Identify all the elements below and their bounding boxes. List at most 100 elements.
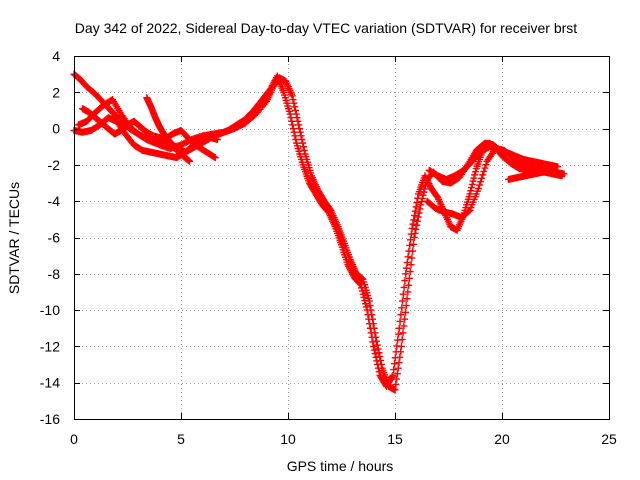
data-point — [360, 293, 368, 301]
data-point — [398, 297, 406, 305]
series-arc-main — [70, 70, 566, 394]
data-point — [291, 106, 299, 114]
x-tick-label: 5 — [177, 431, 185, 447]
data-point — [421, 172, 429, 180]
data-point — [375, 349, 383, 357]
data-point — [412, 225, 420, 233]
data-point — [404, 253, 412, 261]
data-point — [468, 180, 476, 188]
data-point — [478, 174, 486, 182]
data-point — [358, 287, 366, 295]
data-point — [400, 322, 408, 330]
data-point — [295, 121, 303, 129]
data-point — [409, 220, 417, 228]
data-point — [356, 280, 364, 288]
data-point — [186, 157, 194, 165]
data-point — [465, 207, 473, 215]
data-point — [348, 269, 356, 277]
data-point — [405, 247, 413, 255]
data-point — [401, 308, 409, 316]
data-point — [472, 168, 480, 176]
data-point — [365, 315, 373, 323]
data-point — [395, 359, 403, 367]
data-point — [556, 170, 564, 178]
data-point — [426, 181, 434, 189]
data-point — [403, 295, 411, 303]
grid — [74, 56, 609, 419]
data-point — [393, 370, 401, 378]
data-point — [397, 311, 405, 319]
data-point — [292, 135, 300, 143]
data-point — [294, 117, 302, 125]
data-point — [372, 353, 380, 361]
data-point — [389, 371, 397, 379]
data-point — [395, 324, 403, 332]
data-point — [396, 317, 404, 325]
data-point — [407, 236, 415, 244]
data-point — [298, 135, 306, 143]
chart-title: Day 342 of 2022, Sidereal Day-to-day VTE… — [75, 20, 577, 36]
data-point — [289, 96, 297, 104]
data-point — [408, 224, 416, 232]
data-point — [366, 302, 374, 310]
data-point — [269, 80, 277, 88]
data-point — [468, 184, 476, 192]
y-tick-labels: -16 -14 -12 -10 -8 -6 -4 -2 0 2 4 — [40, 48, 60, 427]
data-point — [393, 342, 401, 350]
series-arc-d — [79, 105, 221, 156]
data-point — [467, 187, 475, 195]
data-point — [291, 132, 299, 140]
data-point — [422, 173, 430, 181]
data-point — [366, 324, 374, 332]
data-point — [466, 190, 474, 198]
data-markers — [70, 70, 568, 394]
data-point — [373, 341, 381, 349]
y-tick-label: -16 — [40, 411, 60, 427]
data-point — [479, 171, 487, 179]
data-point — [362, 300, 370, 308]
data-point — [300, 143, 308, 151]
data-point — [300, 146, 308, 154]
data-point — [394, 364, 402, 372]
data-point — [407, 261, 415, 269]
data-point — [401, 277, 409, 285]
data-point — [403, 264, 411, 272]
y-tick-label: -4 — [48, 193, 61, 209]
data-point — [286, 110, 294, 118]
data-point — [391, 354, 399, 362]
data-point — [287, 114, 295, 122]
data-point — [368, 333, 376, 341]
y-tick-label: -10 — [40, 302, 60, 318]
data-point — [406, 241, 414, 249]
data-point — [404, 288, 412, 296]
data-point — [267, 85, 275, 93]
data-point — [410, 216, 418, 224]
data-point — [291, 103, 299, 111]
data-point — [474, 184, 482, 192]
data-point — [401, 315, 409, 323]
x-tick-label: 20 — [494, 431, 510, 447]
data-point — [399, 329, 407, 337]
y-tick-label: -6 — [48, 230, 61, 246]
x-tick-label: 0 — [70, 431, 78, 447]
data-point — [405, 281, 413, 289]
data-point — [391, 386, 399, 394]
data-point — [268, 81, 276, 89]
data-point — [373, 357, 381, 365]
data-point — [469, 177, 477, 185]
data-point — [347, 267, 355, 275]
axis-ticks — [74, 56, 610, 420]
data-point — [419, 191, 427, 199]
data-point — [470, 174, 478, 182]
data-point — [362, 303, 370, 311]
data-point — [414, 194, 422, 202]
series-arc-f — [425, 143, 562, 183]
data-point — [346, 265, 354, 273]
data-point — [293, 114, 301, 122]
data-point — [413, 221, 421, 229]
x-tick-label: 10 — [280, 431, 296, 447]
data-point — [414, 213, 422, 221]
y-axis-label: SDTVAR / TECUs — [6, 182, 22, 294]
data-point — [398, 304, 406, 312]
